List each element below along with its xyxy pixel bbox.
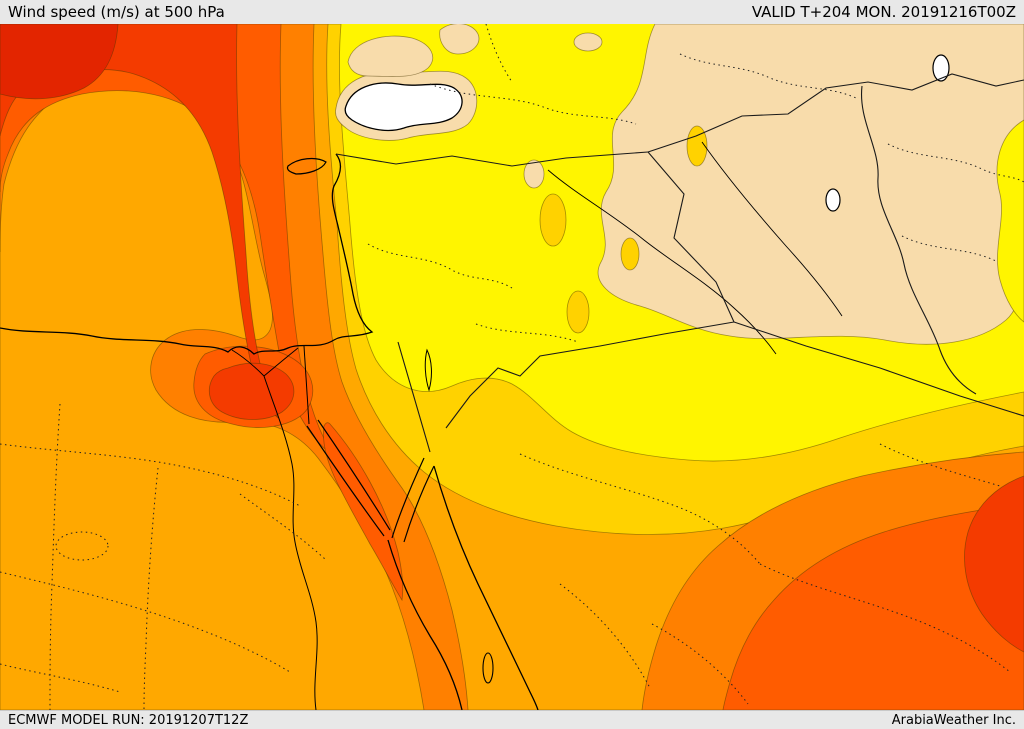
suez-canal: [303, 345, 310, 425]
map-header-bar: Wind speed (m/s) at 500 hPa VALID T+204 …: [0, 0, 1024, 24]
coastline-gulf-of-suez-west: [306, 425, 385, 537]
contour-patch-gold-2: [566, 290, 590, 334]
credit-label: ArabiaWeather Inc.: [891, 712, 1016, 728]
contour-band-orange-red-southeast: [722, 503, 1024, 710]
river-nile-delta-west: [231, 349, 265, 377]
border-egypt-israel: [397, 341, 431, 453]
coastline-red-sea-west: [387, 539, 463, 710]
lake-white-minimum: [344, 82, 463, 132]
river-tigris: [701, 141, 843, 317]
map-title: Wind speed (m/s) at 500 hPa: [8, 3, 225, 21]
coastline-levant-egypt: [0, 153, 374, 355]
coastline-cyprus: [286, 157, 327, 175]
border-iraq-saudi: [733, 321, 1024, 417]
map-footer-bar: ECMWF MODEL RUN: 20191207T12Z ArabiaWeat…: [0, 710, 1024, 729]
contour-patch-cream-1: [347, 35, 434, 78]
contour-patch-gold-3: [620, 237, 640, 271]
river-euphrates: [547, 169, 777, 355]
border-turkey-syria: [335, 151, 649, 167]
valid-time-label: VALID T+204 MON. 20191216T00Z: [751, 3, 1016, 21]
contour-patch-gold-4: [686, 125, 708, 167]
border-iran-iraq: [860, 85, 977, 395]
weather-map-svg: [0, 24, 1024, 710]
border-syria-iraq: [647, 151, 735, 323]
contour-band-red-delta: [208, 362, 295, 420]
contour-patch-cream-3: [573, 32, 603, 52]
dead-sea: [424, 348, 432, 392]
river-nile-delta-east: [263, 347, 299, 377]
coastline-gulf-of-aqaba-west: [391, 457, 425, 539]
map-area: [0, 24, 1024, 710]
lake-urmia: [932, 54, 950, 82]
contour-patch-cream-4: [523, 159, 545, 189]
contour-band-dark-red-corner: [0, 24, 119, 100]
contour-band-yellow-right-notch: [996, 119, 1024, 323]
contour-band-orange-red-left: [0, 24, 334, 456]
river-nile: [263, 375, 318, 710]
lake-tharthar: [825, 188, 841, 212]
border-turkey-iraq-iran: [647, 73, 1024, 153]
red-sea-island: [482, 652, 494, 684]
admin-dotted-lines: [0, 24, 1024, 710]
contour-band-orange-red-sinai: [323, 422, 404, 602]
contour-band-red-right-edge: [964, 475, 1024, 653]
coastline-gulf-of-aqaba-east: [403, 465, 435, 543]
border-jordan-saudi: [445, 321, 735, 429]
coastline-gulf-of-suez-east: [317, 419, 391, 531]
model-run-label: ECMWF MODEL RUN: 20191207T12Z: [8, 712, 249, 728]
contour-patch-cream-2: [439, 24, 480, 55]
coastline-red-sea-east: [433, 465, 539, 710]
contour-patch-gold-1: [539, 193, 567, 247]
contour-band-cream-east: [597, 24, 1024, 345]
